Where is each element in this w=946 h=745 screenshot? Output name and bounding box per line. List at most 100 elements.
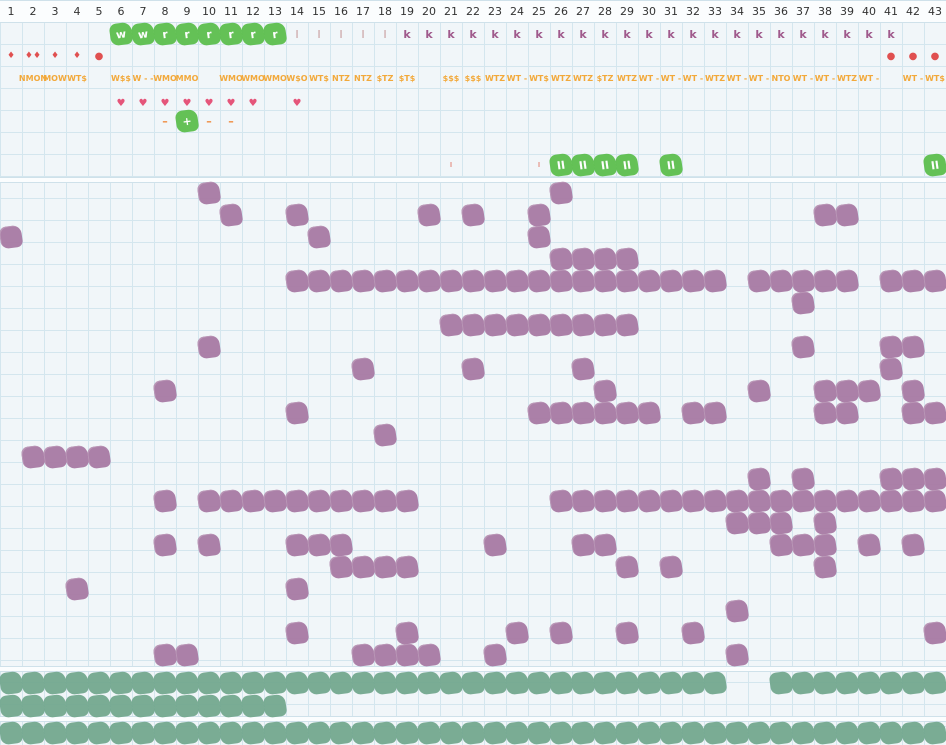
teal-block[interactable] xyxy=(20,693,46,719)
purple-block[interactable] xyxy=(284,488,310,514)
purple-block[interactable] xyxy=(0,224,24,250)
teal-block[interactable] xyxy=(350,670,376,696)
purple-block[interactable] xyxy=(284,532,310,558)
purple-block[interactable] xyxy=(372,268,398,294)
teal-block[interactable] xyxy=(658,670,684,696)
purple-block[interactable] xyxy=(570,488,596,514)
teal-block[interactable] xyxy=(548,670,574,696)
purple-block[interactable] xyxy=(900,488,926,514)
purple-block[interactable] xyxy=(702,400,728,426)
teal-block[interactable] xyxy=(152,670,178,696)
teal-block[interactable] xyxy=(372,670,398,696)
purple-block[interactable] xyxy=(614,312,640,338)
green-label-block[interactable]: w xyxy=(130,21,156,47)
purple-block[interactable] xyxy=(328,532,354,558)
purple-block[interactable] xyxy=(328,554,354,580)
teal-block[interactable] xyxy=(592,670,618,696)
teal-block[interactable] xyxy=(526,720,552,745)
teal-block[interactable] xyxy=(878,670,904,696)
purple-block[interactable] xyxy=(812,554,838,580)
teal-block[interactable] xyxy=(240,693,266,719)
purple-block[interactable] xyxy=(614,268,640,294)
purple-block[interactable] xyxy=(856,532,882,558)
purple-block[interactable] xyxy=(724,642,750,668)
purple-block[interactable] xyxy=(394,620,420,646)
purple-block[interactable] xyxy=(834,202,860,228)
purple-block[interactable] xyxy=(548,312,574,338)
teal-block[interactable] xyxy=(438,720,464,745)
purple-block[interactable] xyxy=(174,642,200,668)
teal-block[interactable] xyxy=(64,670,90,696)
purple-block[interactable] xyxy=(350,642,376,668)
purple-block[interactable] xyxy=(218,488,244,514)
teal-block[interactable] xyxy=(922,720,946,745)
teal-block[interactable] xyxy=(42,693,68,719)
teal-block[interactable] xyxy=(240,670,266,696)
purple-block[interactable] xyxy=(680,268,706,294)
purple-block[interactable] xyxy=(482,312,508,338)
teal-block[interactable] xyxy=(702,670,728,696)
purple-block[interactable] xyxy=(350,356,376,382)
teal-block[interactable] xyxy=(20,670,46,696)
teal-block[interactable] xyxy=(658,720,684,745)
teal-block[interactable] xyxy=(108,720,134,745)
purple-block[interactable] xyxy=(548,620,574,646)
purple-block[interactable] xyxy=(504,312,530,338)
purple-block[interactable] xyxy=(812,400,838,426)
purple-block[interactable] xyxy=(570,532,596,558)
teal-block[interactable] xyxy=(900,720,926,745)
teal-block[interactable] xyxy=(790,720,816,745)
teal-block[interactable] xyxy=(680,720,706,745)
teal-block[interactable] xyxy=(570,670,596,696)
purple-block[interactable] xyxy=(482,642,508,668)
purple-block[interactable] xyxy=(526,202,552,228)
purple-block[interactable] xyxy=(922,400,946,426)
purple-block[interactable] xyxy=(306,488,332,514)
purple-block[interactable] xyxy=(790,532,816,558)
purple-block[interactable] xyxy=(240,488,266,514)
teal-block[interactable] xyxy=(768,720,794,745)
purple-block[interactable] xyxy=(636,400,662,426)
teal-block[interactable] xyxy=(130,670,156,696)
teal-block[interactable] xyxy=(724,720,750,745)
purple-block[interactable] xyxy=(658,554,684,580)
purple-block[interactable] xyxy=(614,400,640,426)
teal-block[interactable] xyxy=(306,720,332,745)
teal-block[interactable] xyxy=(218,720,244,745)
purple-block[interactable] xyxy=(746,268,772,294)
green-label-block[interactable]: r xyxy=(218,21,244,47)
teal-block[interactable] xyxy=(240,720,266,745)
purple-block[interactable] xyxy=(614,246,640,272)
teal-block[interactable] xyxy=(900,670,926,696)
teal-block[interactable] xyxy=(834,670,860,696)
teal-block[interactable] xyxy=(856,670,882,696)
purple-block[interactable] xyxy=(526,268,552,294)
purple-block[interactable] xyxy=(768,532,794,558)
purple-block[interactable] xyxy=(284,400,310,426)
green-label-block[interactable]: r xyxy=(152,21,178,47)
purple-block[interactable] xyxy=(526,312,552,338)
purple-block[interactable] xyxy=(922,620,946,646)
purple-block[interactable] xyxy=(922,268,946,294)
purple-block[interactable] xyxy=(768,268,794,294)
purple-block[interactable] xyxy=(570,312,596,338)
purple-block[interactable] xyxy=(350,554,376,580)
teal-block[interactable] xyxy=(306,670,332,696)
teal-block[interactable] xyxy=(152,720,178,745)
purple-block[interactable] xyxy=(724,510,750,536)
purple-block[interactable] xyxy=(856,488,882,514)
teal-block[interactable] xyxy=(526,670,552,696)
pause-block[interactable]: II xyxy=(548,152,574,178)
teal-block[interactable] xyxy=(460,720,486,745)
purple-block[interactable] xyxy=(372,488,398,514)
purple-block[interactable] xyxy=(900,400,926,426)
purple-block[interactable] xyxy=(460,268,486,294)
green-label-block[interactable]: r xyxy=(174,21,200,47)
teal-block[interactable] xyxy=(0,720,24,745)
purple-block[interactable] xyxy=(570,246,596,272)
purple-block[interactable] xyxy=(900,268,926,294)
teal-block[interactable] xyxy=(614,670,640,696)
purple-block[interactable] xyxy=(20,444,46,470)
purple-block[interactable] xyxy=(504,268,530,294)
teal-block[interactable] xyxy=(350,720,376,745)
